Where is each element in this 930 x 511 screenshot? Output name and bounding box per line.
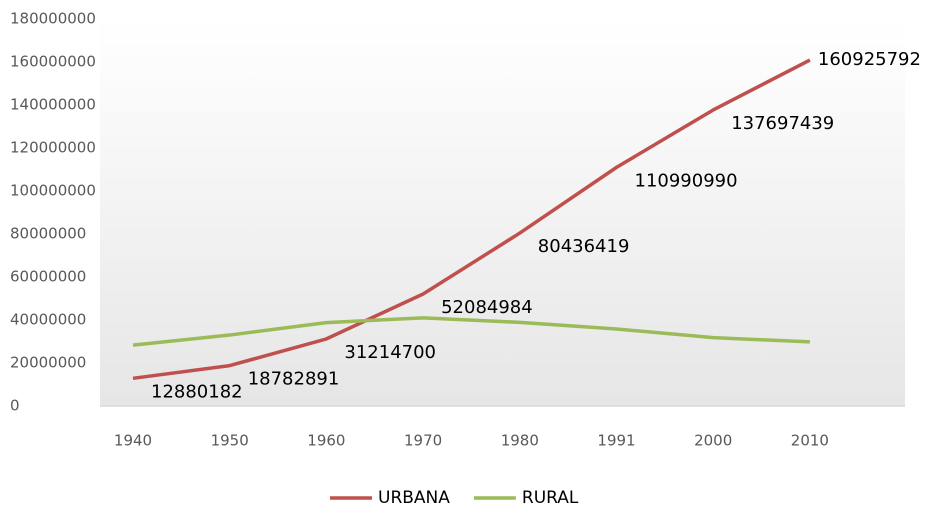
series-line	[132, 316, 810, 347]
data-label: 18782891	[248, 369, 340, 390]
y-tick-label: 60000000	[10, 268, 86, 286]
y-tick-label: 100000000	[10, 182, 96, 200]
x-tick-label: 1970	[404, 432, 442, 450]
y-tick-label: 180000000	[10, 10, 96, 28]
x-tick-label: 2000	[694, 432, 732, 450]
data-label: 80436419	[538, 236, 630, 257]
y-tick-label: 160000000	[10, 53, 96, 71]
data-label: 12880182	[151, 381, 243, 402]
x-tick-label: 1991	[597, 432, 635, 450]
data-label: 31214700	[344, 342, 436, 363]
y-tick-label: 140000000	[10, 96, 96, 114]
y-tick-label: 20000000	[10, 354, 86, 372]
series-line	[132, 58, 811, 381]
legend-label: RURAL	[522, 488, 579, 508]
x-tick-label: 1950	[211, 432, 249, 450]
data-label: 160925792	[818, 49, 921, 70]
y-tick-label: 0	[10, 397, 20, 415]
data-label: 137697439	[731, 113, 834, 134]
x-tick-label: 1960	[307, 432, 345, 450]
data-label: 110990990	[635, 170, 738, 191]
data-label: 52084984	[441, 297, 533, 318]
y-tick-label: 80000000	[10, 225, 86, 243]
legend-label: URBANA	[378, 488, 450, 508]
x-tick-label: 1940	[114, 432, 152, 450]
y-tick-label: 40000000	[10, 311, 86, 329]
plot-area	[100, 19, 905, 406]
x-tick-label: 1980	[501, 432, 539, 450]
y-tick-label: 120000000	[10, 139, 96, 157]
x-tick-label: 2010	[791, 432, 829, 450]
